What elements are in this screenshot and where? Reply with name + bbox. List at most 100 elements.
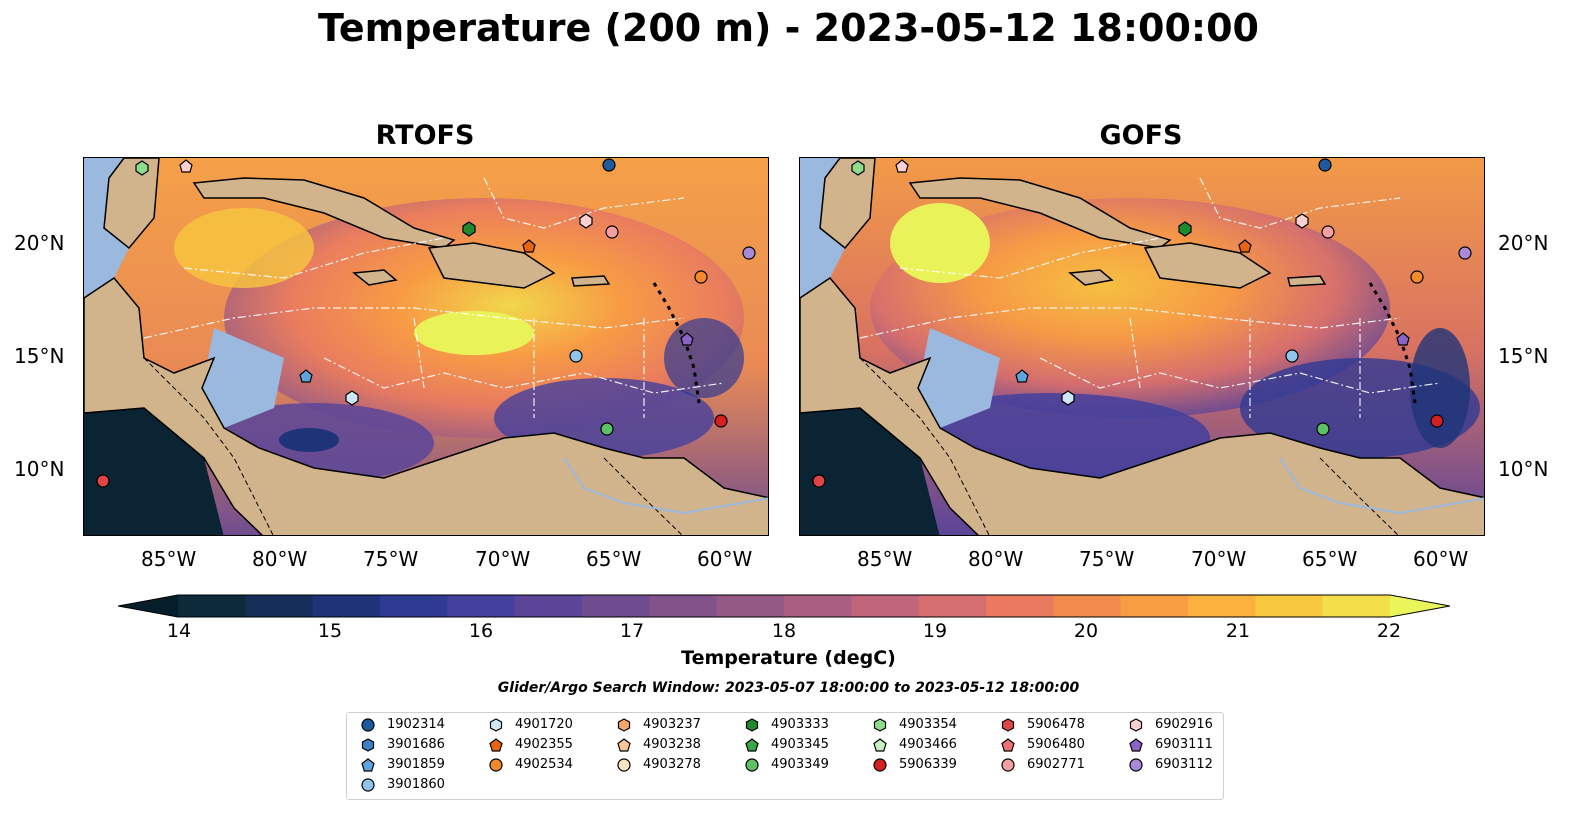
colorbar-segment xyxy=(380,595,448,617)
hexagon-marker-icon xyxy=(1129,717,1143,732)
panel-title-rtofs: RTOFS xyxy=(375,120,475,151)
figure-title: Temperature (200 m) - 2023-05-12 18:00:0… xyxy=(317,6,1259,50)
legend-item: 3901859 xyxy=(361,757,445,772)
pentagon-marker-icon xyxy=(361,757,375,772)
colorbar-tick: 22 xyxy=(1376,620,1402,642)
legend-item: 4902534 xyxy=(489,757,573,772)
legend-item: 6902771 xyxy=(1001,757,1085,772)
colorbar-tick: 16 xyxy=(468,620,494,642)
x-tick-left: 65°W xyxy=(586,547,642,571)
colorbar-segment xyxy=(986,595,1054,617)
x-tick-right: 60°W xyxy=(1413,547,1469,571)
x-tick-left: 75°W xyxy=(363,547,419,571)
legend-item: 5906480 xyxy=(1001,737,1085,752)
legend-item: 3901860 xyxy=(361,777,445,792)
legend-item-label: 3901686 xyxy=(387,737,445,752)
legend-item-label: 4903349 xyxy=(771,757,829,772)
pentagon-marker-icon xyxy=(489,737,503,752)
colorbar-max-extend xyxy=(1390,595,1450,617)
legend-item-label: 4903238 xyxy=(643,737,701,752)
colorbar-tick: 19 xyxy=(922,620,948,642)
legend-item: 4902355 xyxy=(489,737,573,752)
legend-item: 4903345 xyxy=(745,737,829,752)
legend-item: 6903111 xyxy=(1129,737,1213,752)
colorbar-segment xyxy=(312,595,381,617)
legend-item: 6903112 xyxy=(1129,757,1213,772)
y-tick-left: 10°N xyxy=(14,457,65,481)
legend: 1902314 3901686 3901859 3901860 4901720 49023… xyxy=(346,712,1224,800)
y-tick-right: 20°N xyxy=(1498,231,1549,255)
legend-item: 4901720 xyxy=(489,717,573,732)
circle-marker-icon xyxy=(745,757,759,772)
search-window-text: Glider/Argo Search Window: 2023-05-07 18… xyxy=(497,680,1080,696)
hexagon-marker-icon xyxy=(361,737,375,752)
colorbar-segment xyxy=(582,595,650,617)
x-tick-right: 80°W xyxy=(968,547,1024,571)
map-rtofs xyxy=(83,157,769,536)
hexagon-marker-icon xyxy=(873,717,887,732)
colorbar-segment xyxy=(1120,595,1189,617)
hexagon-marker-icon xyxy=(1001,717,1015,732)
colorbar-segment xyxy=(1188,595,1256,617)
map-gofs xyxy=(799,157,1485,536)
legend-item-label: 6902916 xyxy=(1155,717,1213,732)
x-tick-right: 75°W xyxy=(1079,547,1135,571)
colorbar-min-extend xyxy=(118,595,178,617)
circle-marker-icon xyxy=(617,757,631,772)
legend-item-label: 5906480 xyxy=(1027,737,1085,752)
hexagon-marker-icon xyxy=(745,717,759,732)
y-tick-left: 20°N xyxy=(14,231,65,255)
y-tick-right: 10°N xyxy=(1498,457,1549,481)
y-tick-right: 15°N xyxy=(1498,344,1549,368)
circle-marker-icon xyxy=(1129,757,1143,772)
hexagon-marker-icon xyxy=(617,717,631,732)
legend-item-label: 4903466 xyxy=(899,737,957,752)
y-tick-left: 15°N xyxy=(14,344,65,368)
legend-item: 5906478 xyxy=(1001,717,1085,732)
colorbar-segment xyxy=(1322,595,1391,617)
legend-item-label: 4903278 xyxy=(643,757,701,772)
x-tick-left: 85°W xyxy=(141,547,197,571)
legend-item-label: 1902314 xyxy=(387,717,445,732)
legend-item: 4903354 xyxy=(873,717,957,732)
circle-marker-icon xyxy=(361,717,375,732)
colorbar-segment xyxy=(514,595,583,617)
legend-item-label: 4903237 xyxy=(643,717,701,732)
colorbar-tick: 15 xyxy=(317,620,343,642)
legend-item-label: 3901859 xyxy=(387,757,445,772)
legend-item-label: 4902534 xyxy=(515,757,573,772)
legend-item: 4903238 xyxy=(617,737,701,752)
colorbar-outline xyxy=(118,594,1450,618)
legend-item-label: 4902355 xyxy=(515,737,573,752)
pentagon-marker-icon xyxy=(873,737,887,752)
x-tick-right: 65°W xyxy=(1302,547,1358,571)
colorbar-segment xyxy=(178,595,246,617)
colorbar-tick: 18 xyxy=(771,620,797,642)
colorbar-segment xyxy=(1255,595,1324,617)
colorbar-tick: 20 xyxy=(1073,620,1099,642)
legend-item-label: 4901720 xyxy=(515,717,573,732)
legend-item: 3901686 xyxy=(361,737,445,752)
pentagon-marker-icon xyxy=(1001,737,1015,752)
legend-item-label: 6903112 xyxy=(1155,757,1213,772)
colorbar-segment xyxy=(918,595,987,617)
legend-item: 4903349 xyxy=(745,757,829,772)
legend-item-label: 5906339 xyxy=(899,757,957,772)
colorbar-segment xyxy=(649,595,718,617)
colorbar-segment xyxy=(784,595,852,617)
x-tick-left: 80°W xyxy=(252,547,308,571)
colorbar-segment xyxy=(245,595,314,617)
colorbar-segment xyxy=(447,595,516,617)
colorbar-tick: 21 xyxy=(1225,620,1251,642)
colorbar-label: Temperature (degC) xyxy=(681,647,896,669)
pentagon-marker-icon xyxy=(617,737,631,752)
circle-marker-icon xyxy=(873,757,887,772)
x-tick-left: 70°W xyxy=(475,547,531,571)
map-rtofs-canvas xyxy=(84,158,768,535)
colorbar-tick: 14 xyxy=(166,620,192,642)
colorbar-tick: 17 xyxy=(619,620,645,642)
legend-item: 4903333 xyxy=(745,717,829,732)
legend-item: 5906339 xyxy=(873,757,957,772)
x-tick-left: 60°W xyxy=(697,547,753,571)
legend-item: 4903466 xyxy=(873,737,957,752)
